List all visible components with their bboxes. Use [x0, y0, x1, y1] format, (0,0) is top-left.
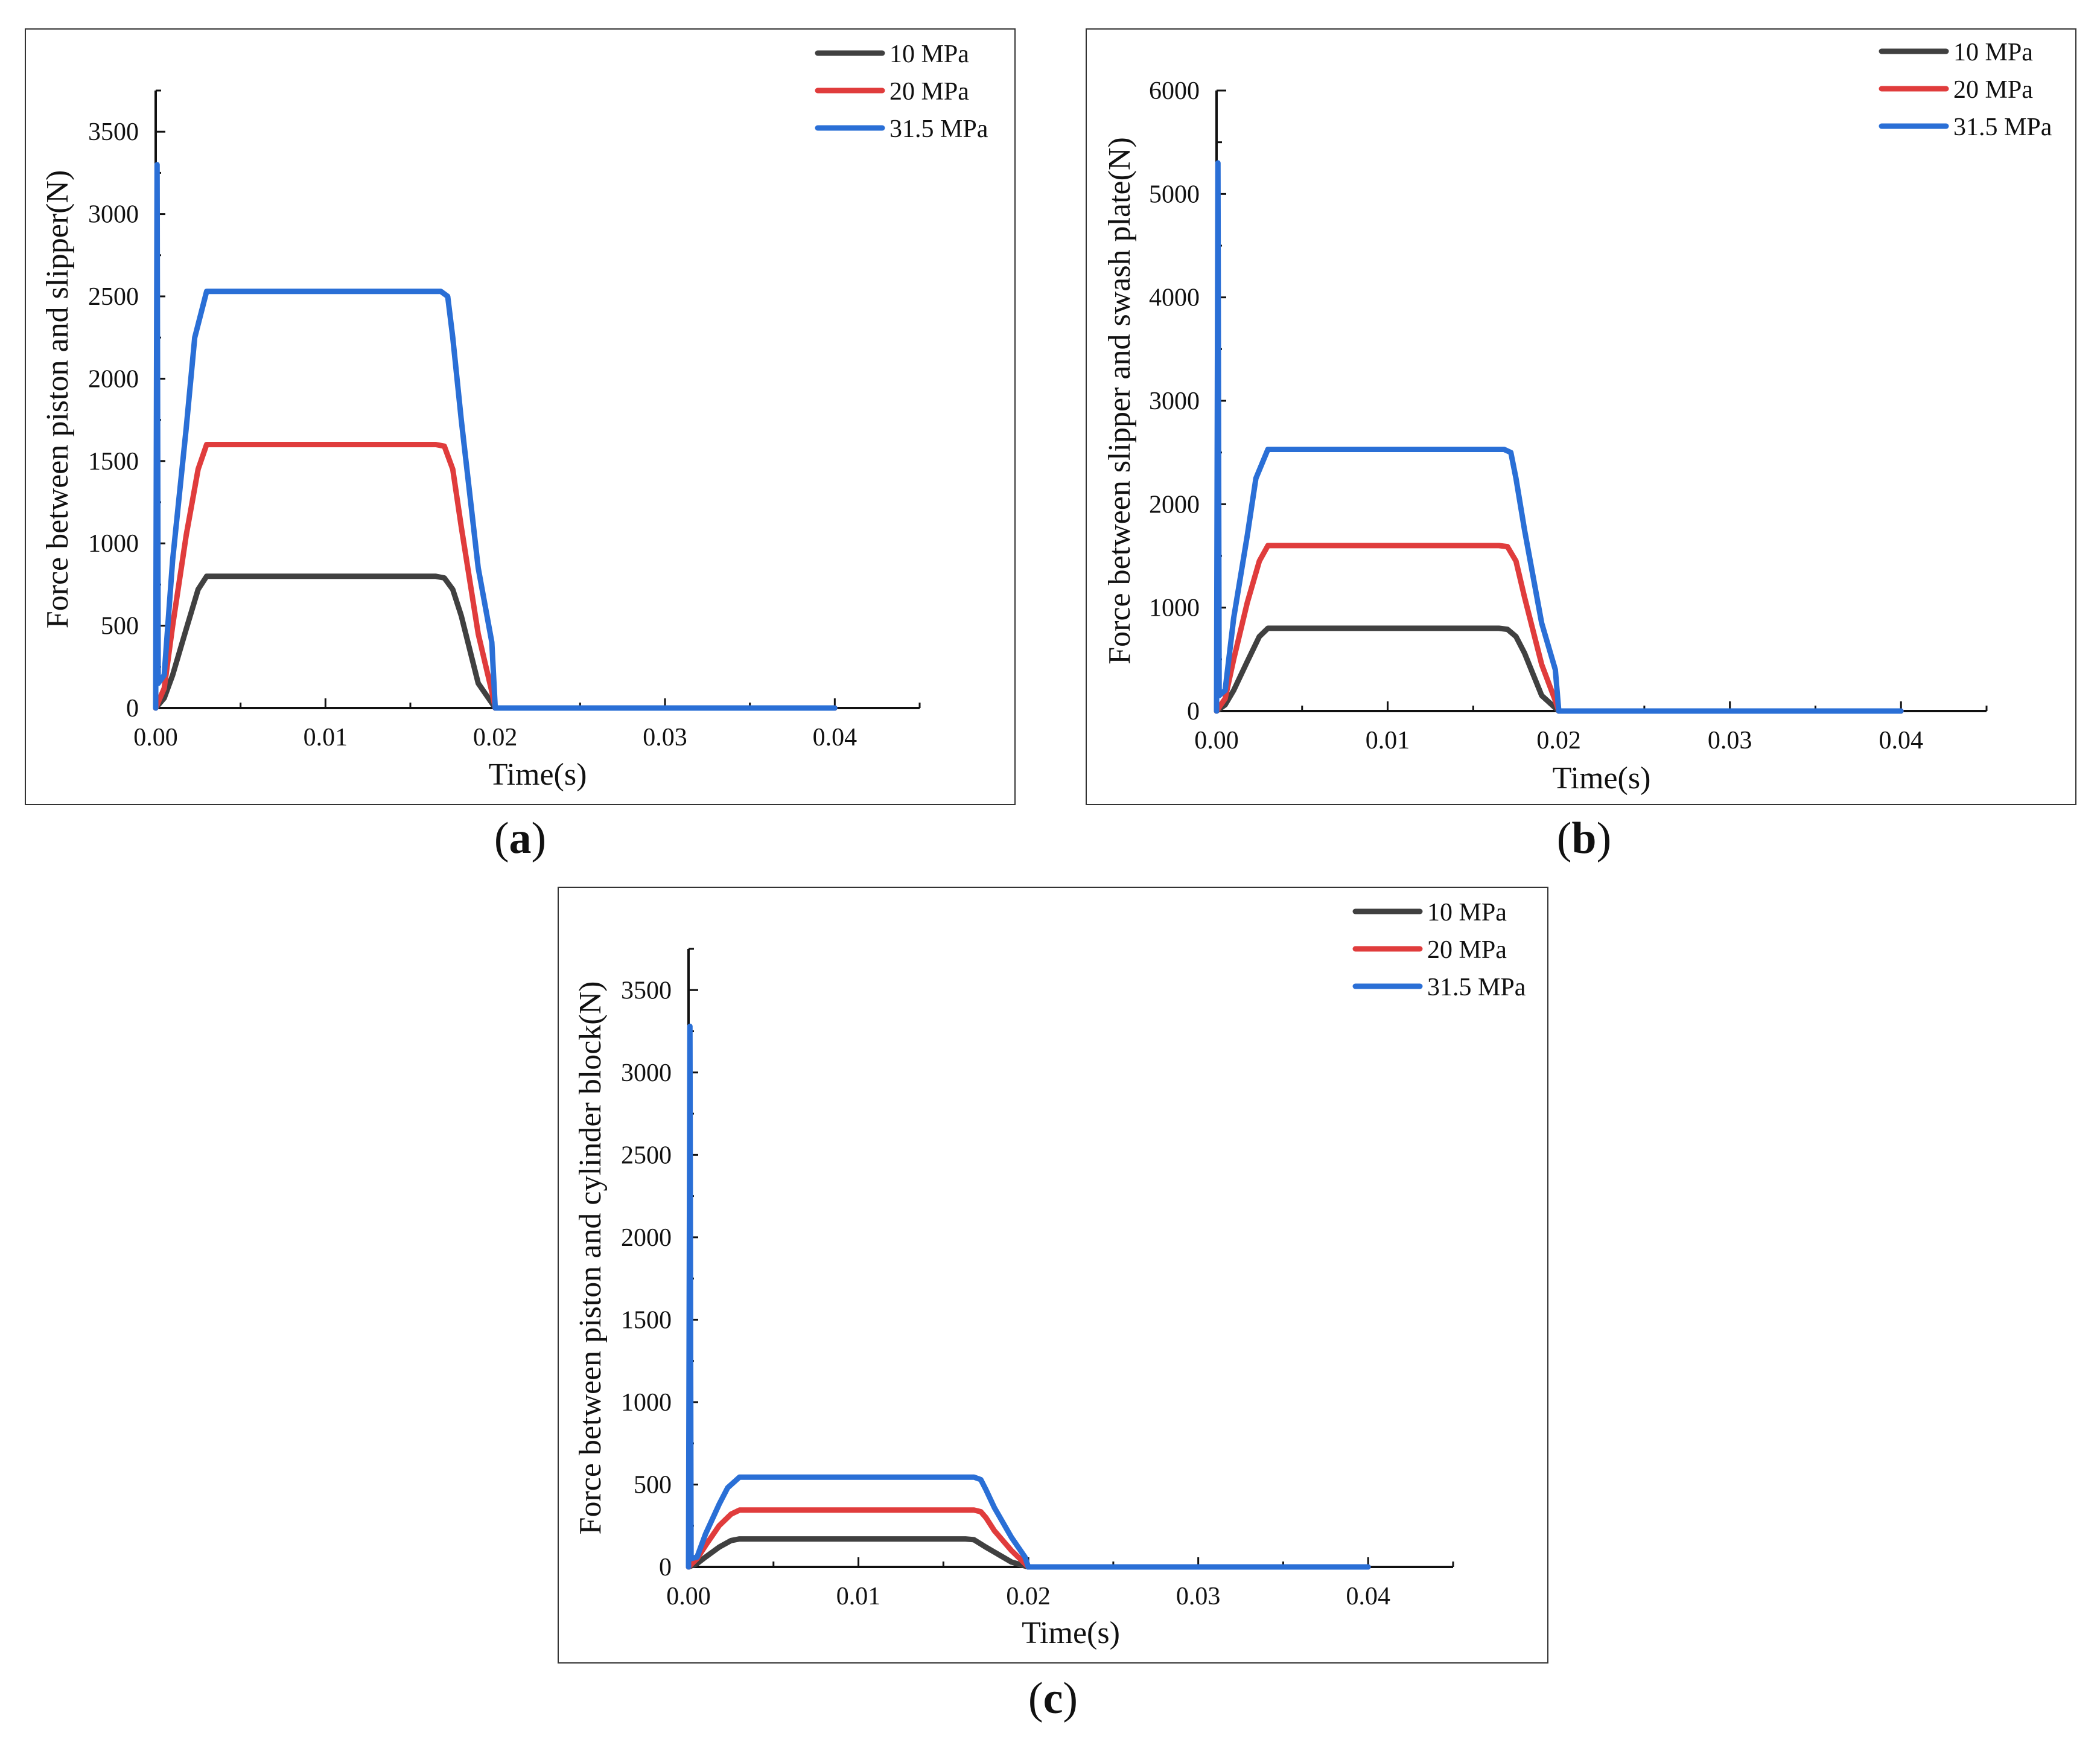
y-tick-label: 2000: [1149, 491, 1200, 518]
y-tick-label: 1500: [88, 448, 139, 476]
y-tick-label: 500: [634, 1471, 672, 1499]
x-axis-title: Time(s): [1022, 1616, 1120, 1650]
series-line-20-mpa: [686, 1507, 1371, 1570]
y-tick-label: 3000: [88, 201, 139, 229]
legend-label: 20 MPa: [1427, 936, 1507, 964]
panel-caption: (c): [1028, 1674, 1078, 1723]
x-tick-label: 0.01: [304, 724, 348, 751]
series-line-31-5-mpa: [1214, 160, 1904, 714]
x-tick-label: 0.02: [1006, 1583, 1051, 1610]
y-axis-title: Force between slipper and swash plate(N): [1102, 137, 1137, 665]
series-line-31-5-mpa: [686, 1023, 1371, 1570]
x-tick-label: 0.03: [1176, 1583, 1221, 1610]
y-tick-label: 0: [659, 1554, 672, 1581]
y-tick-label: 2000: [621, 1224, 672, 1252]
series-line-10-mpa: [686, 1536, 1371, 1570]
x-tick-label: 0.00: [133, 724, 178, 751]
panel-frame: [1086, 28, 2076, 805]
x-tick-label: 0.04: [813, 724, 858, 751]
series-line-20-mpa: [1214, 543, 1904, 714]
y-tick-label: 0: [1187, 698, 1200, 726]
x-tick-label: 0.01: [1366, 727, 1410, 754]
y-tick-label: 6000: [1149, 77, 1200, 105]
y-tick-label: 4000: [1149, 284, 1200, 312]
panel-c: 0.00 0.01 0.02 0.03 0.04 0 500 1000 1500 2000 2500…: [558, 887, 1548, 1723]
x-tick-label: 0.04: [1346, 1583, 1390, 1610]
panel-caption: (a): [494, 814, 546, 863]
x-tick-label: 0.04: [1879, 727, 1923, 754]
caption-letter: b: [1571, 814, 1596, 863]
panel-caption: (b): [1557, 814, 1611, 863]
legend-label: 31.5 MPa: [889, 115, 988, 143]
legend-label: 10 MPa: [1953, 39, 2033, 66]
caption-open-paren: (: [494, 814, 509, 863]
series-line-20-mpa: [153, 442, 838, 711]
x-axis-title: Time(s): [1553, 761, 1651, 796]
x-tick-label: 0.00: [666, 1583, 711, 1610]
legend-label: 10 MPa: [1427, 899, 1507, 927]
y-tick-label: 500: [101, 613, 139, 640]
caption-letter: c: [1043, 1674, 1063, 1723]
y-tick-label: 2500: [621, 1141, 672, 1169]
y-tick-label: 3500: [621, 977, 672, 1004]
series-line-31-5-mpa: [153, 162, 838, 711]
x-tick-label: 0.03: [1708, 727, 1752, 754]
y-tick-label: 3000: [621, 1059, 672, 1087]
caption-close-paren: ): [532, 814, 547, 863]
x-axis-title: Time(s): [489, 758, 587, 792]
y-tick-label: 3000: [1149, 388, 1200, 415]
y-tick-label: 5000: [1149, 180, 1200, 208]
panel-frame: [25, 28, 1016, 805]
caption-open-paren: (: [1028, 1674, 1043, 1723]
legend-label: 31.5 MPa: [1427, 974, 1526, 1001]
y-tick-label: 1000: [88, 530, 139, 558]
x-tick-label: 0.01: [836, 1583, 881, 1610]
series-line-10-mpa: [153, 573, 838, 711]
y-tick-label: 2500: [88, 283, 139, 311]
caption-close-paren: ): [1063, 1674, 1078, 1723]
y-tick-label: 2000: [88, 365, 139, 393]
panel-frame: [558, 887, 1548, 1664]
legend-label: 10 MPa: [889, 40, 969, 68]
panel-b: 0.00 0.01 0.02 0.03 0.04 0 1000 2000 3000 4000 500…: [1086, 28, 2076, 863]
y-axis-title: Force between piston and cylinder block(…: [573, 981, 608, 1535]
caption-letter: a: [509, 814, 532, 863]
x-tick-label: 0.00: [1194, 727, 1239, 754]
y-tick-label: 1000: [621, 1389, 672, 1417]
panel-a: 0.00 0.01 0.02 0.03 0.04 0 500 1000 1500 2000 2500…: [25, 28, 1016, 863]
caption-close-paren: ): [1597, 814, 1612, 863]
y-tick-label: 3500: [88, 118, 139, 146]
caption-open-paren: (: [1557, 814, 1572, 863]
x-tick-label: 0.02: [473, 724, 518, 751]
x-tick-label: 0.03: [643, 724, 687, 751]
legend-label: 31.5 MPa: [1953, 113, 2052, 141]
series-line-10-mpa: [1214, 625, 1904, 714]
y-tick-label: 1000: [1149, 595, 1200, 622]
y-axis-title: Force between piston and slipper(N): [40, 170, 75, 629]
x-tick-label: 0.02: [1536, 727, 1581, 754]
y-tick-label: 0: [126, 695, 139, 723]
legend-label: 20 MPa: [1953, 76, 2033, 104]
legend-label: 20 MPa: [889, 78, 969, 106]
y-tick-label: 1500: [621, 1306, 672, 1334]
